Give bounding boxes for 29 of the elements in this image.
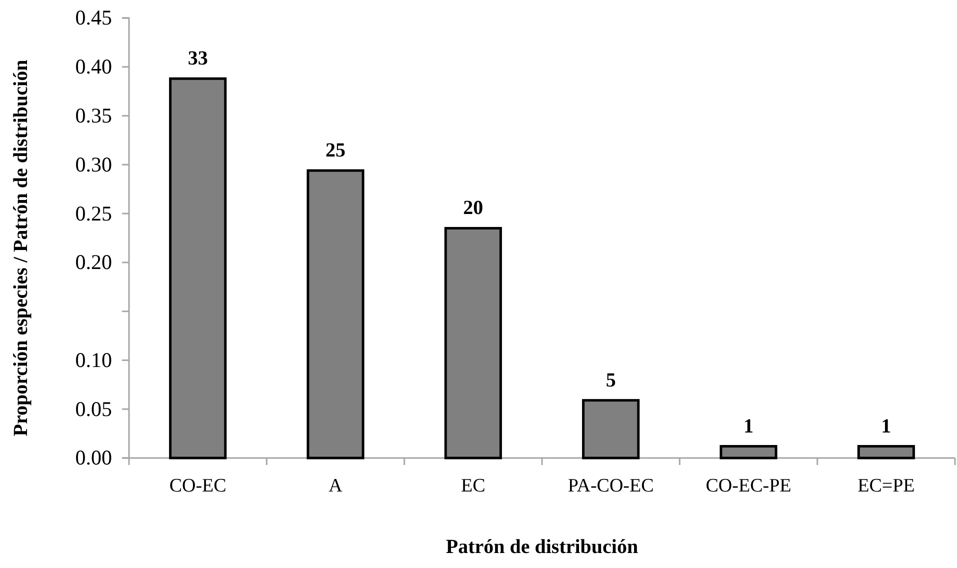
y-tick-label: 0.10 [75,348,112,372]
y-tick-label: 0.00 [75,446,112,470]
annotation: 25 [326,140,346,162]
annotation: 1 [881,415,892,438]
x-tick-label: EC=PE [858,475,915,496]
y-tick-label: 0.05 [75,396,112,421]
annotation: 5 [606,369,616,392]
y-tick-label: 0.45 [75,6,112,30]
annotation: 20 [463,197,484,220]
bar [444,226,502,460]
x-tick-label: EC [461,475,486,496]
x-tick-label: PA-CO-EC [568,475,654,496]
annotation: 33 [188,48,208,70]
y-tick-label: 0.40 [75,54,112,79]
y-tick-label: 0.20 [75,250,112,274]
bar [582,399,640,460]
bar [169,77,227,460]
x-tick-label: CO-EC [169,475,226,496]
y-tick-label: 0.25 [75,201,112,226]
x-tick-label: A [328,475,343,496]
y-tick-label: 0.35 [75,104,112,128]
y-axis-title: Proporción especies / Patrón de distribución [10,60,32,436]
bar [857,445,915,460]
y-tick-label: 0.30 [75,152,112,176]
bar [720,445,778,460]
x-tick-label: CO-EC-PE [706,475,792,496]
x-axis-title: Patrón de distribución [446,536,638,558]
bar [306,169,364,460]
annotation: 1 [744,415,754,438]
